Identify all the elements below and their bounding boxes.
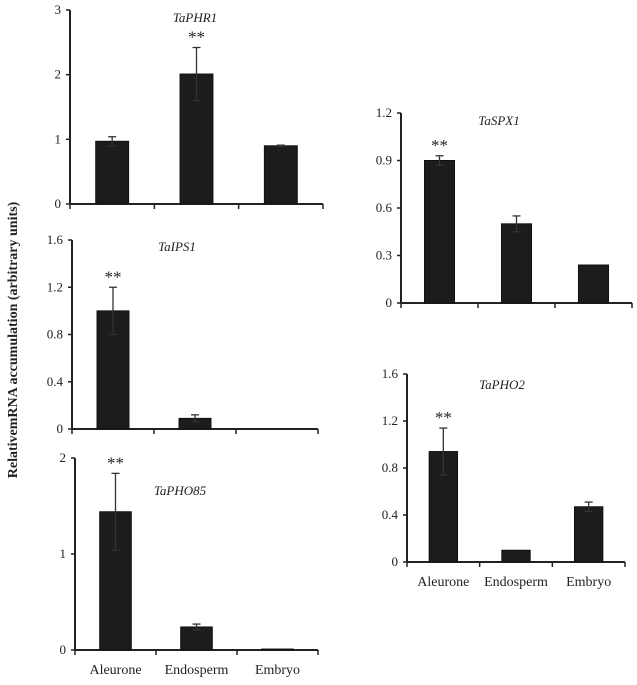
category-label: Endosperm — [484, 575, 548, 590]
y-tick-label: 1.2 — [376, 105, 392, 120]
bar-endosperm — [179, 73, 214, 205]
y-tick-label: 1 — [60, 546, 67, 561]
panel-TaPHR1: 0 1 2 3 TaPHR1 ** — [55, 2, 324, 211]
significance-marker: ** — [107, 453, 124, 472]
y-tick-label: 0.4 — [382, 507, 399, 522]
y-tick-label: 0.8 — [47, 327, 63, 342]
y-tick-label: 0.6 — [376, 200, 393, 215]
bar-aleurone — [95, 140, 130, 205]
y-tick-label: 0 — [60, 642, 67, 657]
bar-aleurone — [423, 160, 456, 304]
y-axis-label: RelativemRNA accumulation (arbitrary uni… — [6, 201, 21, 478]
panel-TaSPX1: 0 0.3 0.6 0.9 1.2 TaSPX1 ** — [376, 105, 633, 310]
panel-title: TaPHO2 — [479, 377, 525, 392]
significance-marker: ** — [431, 136, 448, 155]
y-tick-label: 1.6 — [47, 232, 64, 247]
panel-title: TaPHO85 — [154, 483, 207, 498]
y-tick-label: 2 — [60, 450, 67, 465]
y-tick-label: 1.2 — [47, 279, 63, 294]
bar-embryo — [573, 506, 604, 563]
category-label: Aleurone — [89, 663, 141, 678]
category-label: Endosperm — [165, 663, 229, 678]
panel-title: TaSPX1 — [478, 113, 519, 128]
panel-TaPHO85: 0 1 2 TaPHO85 ** Aleurone Endosperm Embryo — [60, 450, 319, 678]
y-tick-label: 0.9 — [376, 153, 392, 168]
significance-marker: ** — [188, 28, 205, 47]
category-label: Aleurone — [417, 575, 469, 590]
y-tick-label: 2 — [55, 67, 62, 82]
category-label: Embryo — [255, 663, 300, 678]
category-label: Embryo — [566, 575, 611, 590]
y-tick-label: 0 — [392, 554, 399, 569]
panel-title: TaPHR1 — [173, 10, 217, 25]
panel-title: TaIPS1 — [158, 239, 196, 254]
y-tick-label: 0 — [55, 196, 62, 211]
y-tick-label: 0 — [386, 295, 393, 310]
y-tick-label: 0.4 — [47, 374, 64, 389]
y-tick-label: 1.2 — [382, 413, 398, 428]
bar-embryo — [263, 145, 298, 205]
y-tick-label: 3 — [55, 2, 62, 17]
y-tick-label: 1.6 — [382, 366, 399, 381]
panel-TaPHO2: 0 0.4 0.8 1.2 1.6 TaPHO2 ** Aleurone Endosperm Em… — [382, 366, 626, 590]
panel-TaIPS1: 0 0.4 0.8 1.2 1.6 TaIPS1 ** — [47, 232, 319, 436]
significance-marker: ** — [105, 267, 122, 286]
y-tick-label: 1 — [55, 131, 62, 146]
y-tick-label: 0.3 — [376, 248, 392, 263]
y-tick-label: 0.8 — [382, 460, 398, 475]
y-tick-label: 0 — [57, 421, 64, 436]
bar-embryo — [261, 648, 294, 651]
bar-endosperm — [501, 549, 531, 563]
significance-marker: ** — [435, 408, 452, 427]
bar-endosperm — [500, 223, 533, 304]
bar-embryo — [577, 264, 610, 304]
